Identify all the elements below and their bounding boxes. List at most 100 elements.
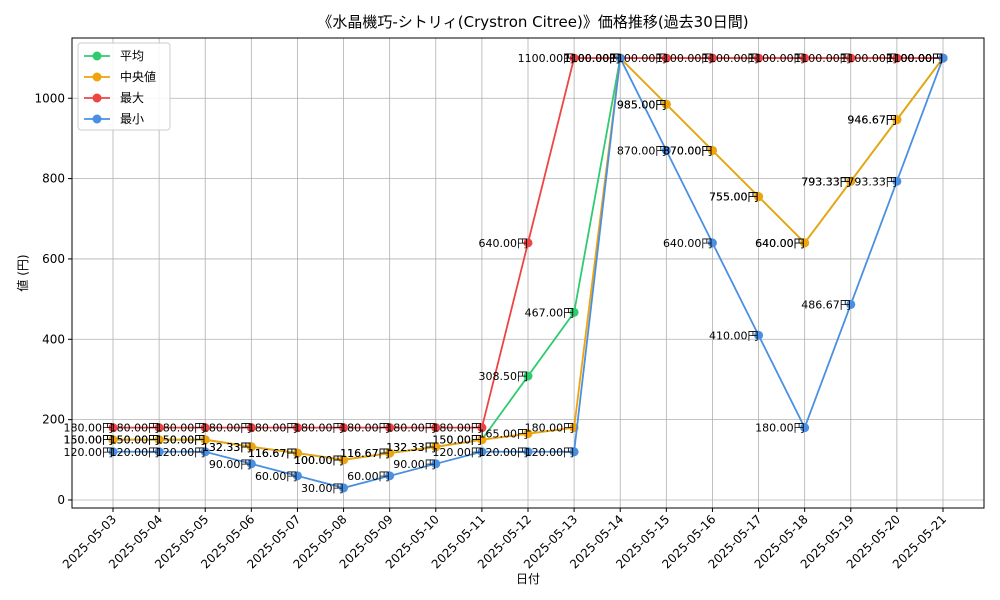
series-0-data-label: 116.67円 (340, 447, 390, 460)
series-3-data-label: 120.00円 (479, 446, 529, 459)
series-2-data-label: 1100.00円 (887, 52, 944, 65)
series-0-data-label: 100.00円 (294, 454, 344, 467)
series-3-data-label: 793.33円 (847, 175, 897, 188)
series-3-data-label: 90.00円 (393, 458, 436, 471)
series-0-data-label: 150.00円 (156, 434, 206, 447)
series-1-point (754, 192, 764, 202)
legend-swatch-marker (92, 93, 102, 103)
series-2-data-label: 1100.00円 (702, 52, 759, 65)
series-3-data-label: 30.00円 (301, 482, 344, 495)
series-0-data-label: 150.00円 (110, 434, 160, 447)
legend-swatch-marker (92, 72, 102, 82)
series-1-data-label: 793.33円 (801, 175, 851, 188)
series-2-data-label: 1100.00円 (518, 52, 575, 65)
series-0-point (569, 307, 579, 317)
series-0-data-label: 467.00円 (525, 306, 575, 319)
series-1-data-label: 946.67円 (847, 114, 897, 127)
series-2-point (754, 53, 764, 63)
series-3-point (523, 447, 533, 457)
series-0-data-label: 755.00円 (709, 191, 759, 204)
series-1-data-label: 755.00円 (709, 191, 759, 204)
y-tick-label: 0 (57, 493, 65, 507)
series-3-data-label: 120.00円 (156, 446, 206, 459)
series-0-point (523, 371, 533, 381)
series-1-data-label: 640.00円 (755, 237, 805, 250)
series-0-data-label: 793.33円 (801, 175, 851, 188)
series-2-data-label: 180.00円 (386, 422, 436, 435)
legend-label: 中央値 (120, 69, 156, 84)
series-0-data-label: 1100.00円 (564, 52, 621, 65)
series-2-data-label: 180.00円 (432, 422, 482, 435)
series-2-data-label: 1100.00円 (610, 52, 667, 65)
series-2-point (154, 423, 164, 433)
series-1-data-label: 132.33円 (386, 441, 436, 454)
series-3-point (661, 145, 671, 155)
series-1-point (707, 145, 717, 155)
series-1-data-label: 132.33円 (202, 441, 252, 454)
series-3-data-label: 90.00円 (209, 458, 252, 471)
series-1-data-label: 180.00円 (525, 422, 575, 435)
series-2-data-label: 180.00円 (248, 422, 298, 435)
series-0-data-label: 985.00円 (617, 98, 667, 111)
legend-label: 平均 (120, 49, 144, 63)
series-3-point (892, 176, 902, 186)
series-2-point (661, 53, 671, 63)
series-2-point (431, 423, 441, 433)
series-2-data-label: 1100.00円 (748, 52, 805, 65)
y-tick-label: 1000 (34, 91, 65, 105)
series-3-data-label: 120.00円 (525, 446, 575, 459)
series-2-data-label: 180.00円 (294, 422, 344, 435)
series-2-point (200, 423, 210, 433)
series-1-point (200, 435, 210, 445)
series-1-point (431, 442, 441, 452)
series-3-data-label: 120.00円 (110, 446, 160, 459)
series-1-point (339, 455, 349, 465)
series-1-point (292, 448, 302, 458)
series-3-data-label: 870.00円 (617, 144, 667, 157)
series-2-point (800, 53, 810, 63)
series-1-data-label: 150.00円 (64, 434, 114, 447)
series-2-point (108, 423, 118, 433)
series-2-point (246, 423, 256, 433)
y-tick-label: 200 (42, 413, 65, 427)
data-labels: 150.00円150.00円150.00円132.33円116.67円100.0… (64, 52, 944, 495)
series-2-point (339, 423, 349, 433)
series-1-point (800, 238, 810, 248)
series-3-point (108, 447, 118, 457)
series-1-point (154, 435, 164, 445)
series-0-data-label: 116.67円 (248, 447, 298, 460)
series-1-data-label: 165.00円 (479, 428, 529, 441)
series-3-data-label: 486.67円 (801, 298, 851, 311)
y-tick-label: 800 (42, 172, 65, 186)
series-1-point (661, 99, 671, 109)
series-3-point (615, 53, 625, 63)
series-2-point (477, 423, 487, 433)
series-0-data-label: 150.00円 (64, 434, 114, 447)
series-1-point (246, 442, 256, 452)
series-1-point (108, 435, 118, 445)
series-1-point (385, 448, 395, 458)
series-2-data-label: 1100.00円 (794, 52, 851, 65)
series-3-point (292, 471, 302, 481)
series-3-point (707, 238, 717, 248)
series-3-point (754, 330, 764, 340)
series-0-data-label: 946.67円 (847, 114, 897, 127)
series-2-data-label: 180.00円 (64, 422, 114, 435)
series-2-point (707, 53, 717, 63)
series-group (108, 53, 948, 493)
series-2-data-label: 180.00円 (202, 422, 252, 435)
legend-label: 最大 (120, 91, 144, 105)
y-tick-label: 600 (42, 252, 65, 266)
series-3-data-label: 410.00円 (709, 329, 759, 342)
series-1-point (477, 435, 487, 445)
series-2-data-label: 180.00円 (340, 422, 390, 435)
series-2-point (292, 423, 302, 433)
series-3-point (339, 483, 349, 493)
legend-swatch-marker (92, 114, 102, 124)
series-2-data-label: 180.00円 (110, 422, 160, 435)
series-3-point (800, 423, 810, 433)
series-1-data-label: 116.67円 (248, 447, 298, 460)
series-1-point (523, 429, 533, 439)
